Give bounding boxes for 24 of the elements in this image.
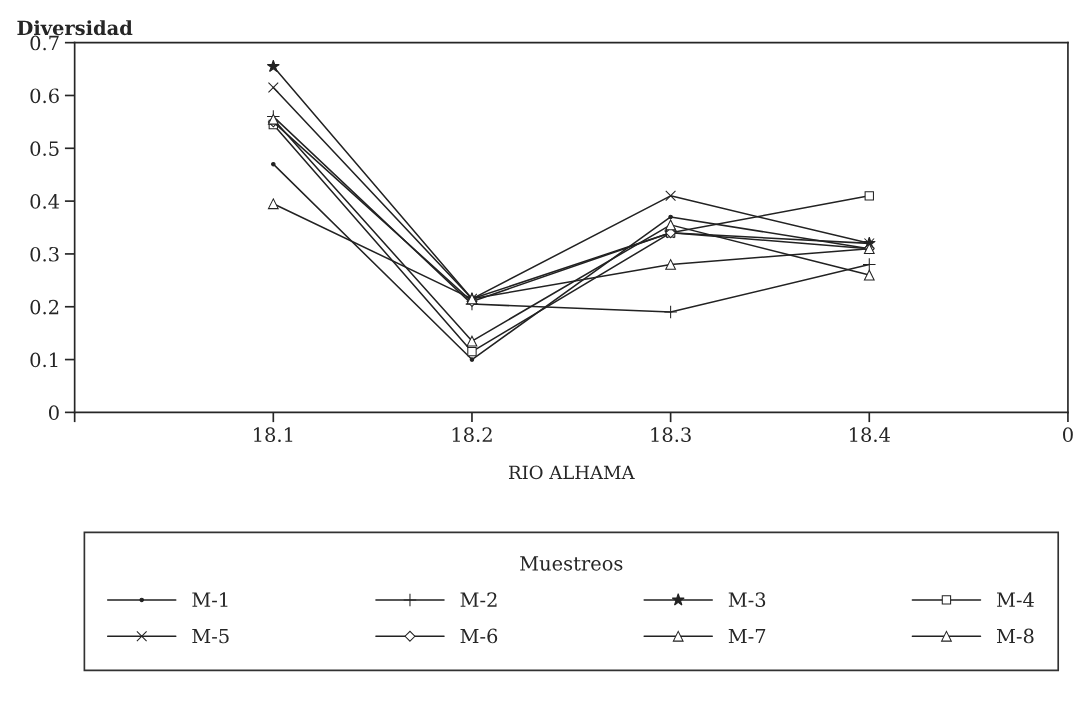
legend-label: M-5 — [192, 628, 229, 644]
y-tick-label: 0.7 — [30, 35, 59, 51]
x-tick-label: 18.4 — [850, 427, 890, 443]
legend-label: M-3 — [728, 592, 766, 608]
y-tick-label: 0.2 — [30, 299, 59, 315]
y-tick-label: 0.4 — [30, 194, 60, 209]
x-tick-label: 0 — [1063, 427, 1073, 443]
y-tick-label: 0.1 — [30, 352, 58, 368]
x-tick-label: 18.1 — [254, 427, 293, 443]
legend-label: M-7 — [728, 628, 766, 644]
legend-label: M-1 — [192, 592, 228, 607]
y-tick-label: 0 — [48, 405, 59, 421]
y-tick-label: 0.5 — [30, 141, 59, 156]
y-tick-label: 0.6 — [30, 88, 59, 104]
legend-label: M-6 — [460, 628, 498, 644]
legend-title: Muestreos — [520, 556, 623, 571]
x-tick-label: 18.2 — [452, 427, 492, 443]
x-tick-label: 18.3 — [651, 427, 691, 443]
y-axis-title: Diversidad — [17, 20, 133, 36]
legend-label: M-8 — [997, 628, 1034, 644]
legend-label: M-2 — [460, 592, 497, 607]
y-tick-label: 0.3 — [30, 246, 59, 262]
x-axis-title: RIO ALHAMA — [508, 465, 635, 480]
legend-label: M-4 — [997, 592, 1034, 607]
